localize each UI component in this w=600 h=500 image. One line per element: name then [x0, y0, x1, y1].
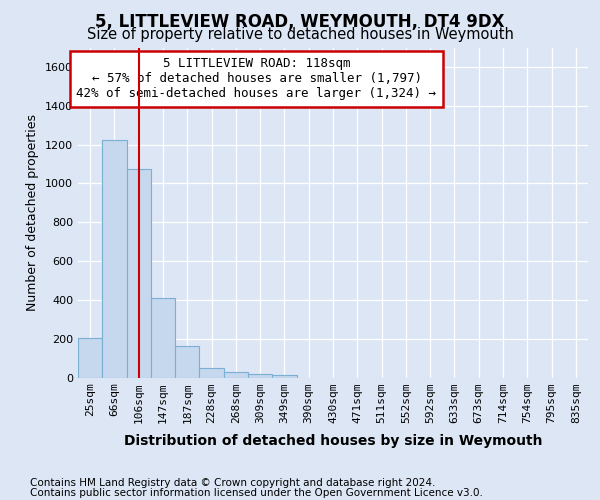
- Text: 5, LITTLEVIEW ROAD, WEYMOUTH, DT4 9DX: 5, LITTLEVIEW ROAD, WEYMOUTH, DT4 9DX: [95, 12, 505, 30]
- Bar: [151, 298, 175, 378]
- Bar: [175, 346, 199, 378]
- Bar: [248, 374, 272, 378]
- Bar: [272, 374, 296, 378]
- Bar: [127, 169, 151, 378]
- Bar: [102, 140, 127, 378]
- Text: 5 LITTLEVIEW ROAD: 118sqm
← 57% of detached houses are smaller (1,797)
42% of se: 5 LITTLEVIEW ROAD: 118sqm ← 57% of detac…: [77, 58, 437, 100]
- Text: Contains public sector information licensed under the Open Government Licence v3: Contains public sector information licen…: [30, 488, 483, 498]
- Bar: [224, 372, 248, 378]
- Text: Size of property relative to detached houses in Weymouth: Size of property relative to detached ho…: [86, 28, 514, 42]
- X-axis label: Distribution of detached houses by size in Weymouth: Distribution of detached houses by size …: [124, 434, 542, 448]
- Y-axis label: Number of detached properties: Number of detached properties: [26, 114, 40, 311]
- Bar: [199, 368, 224, 378]
- Text: Contains HM Land Registry data © Crown copyright and database right 2024.: Contains HM Land Registry data © Crown c…: [30, 478, 436, 488]
- Bar: [78, 338, 102, 378]
